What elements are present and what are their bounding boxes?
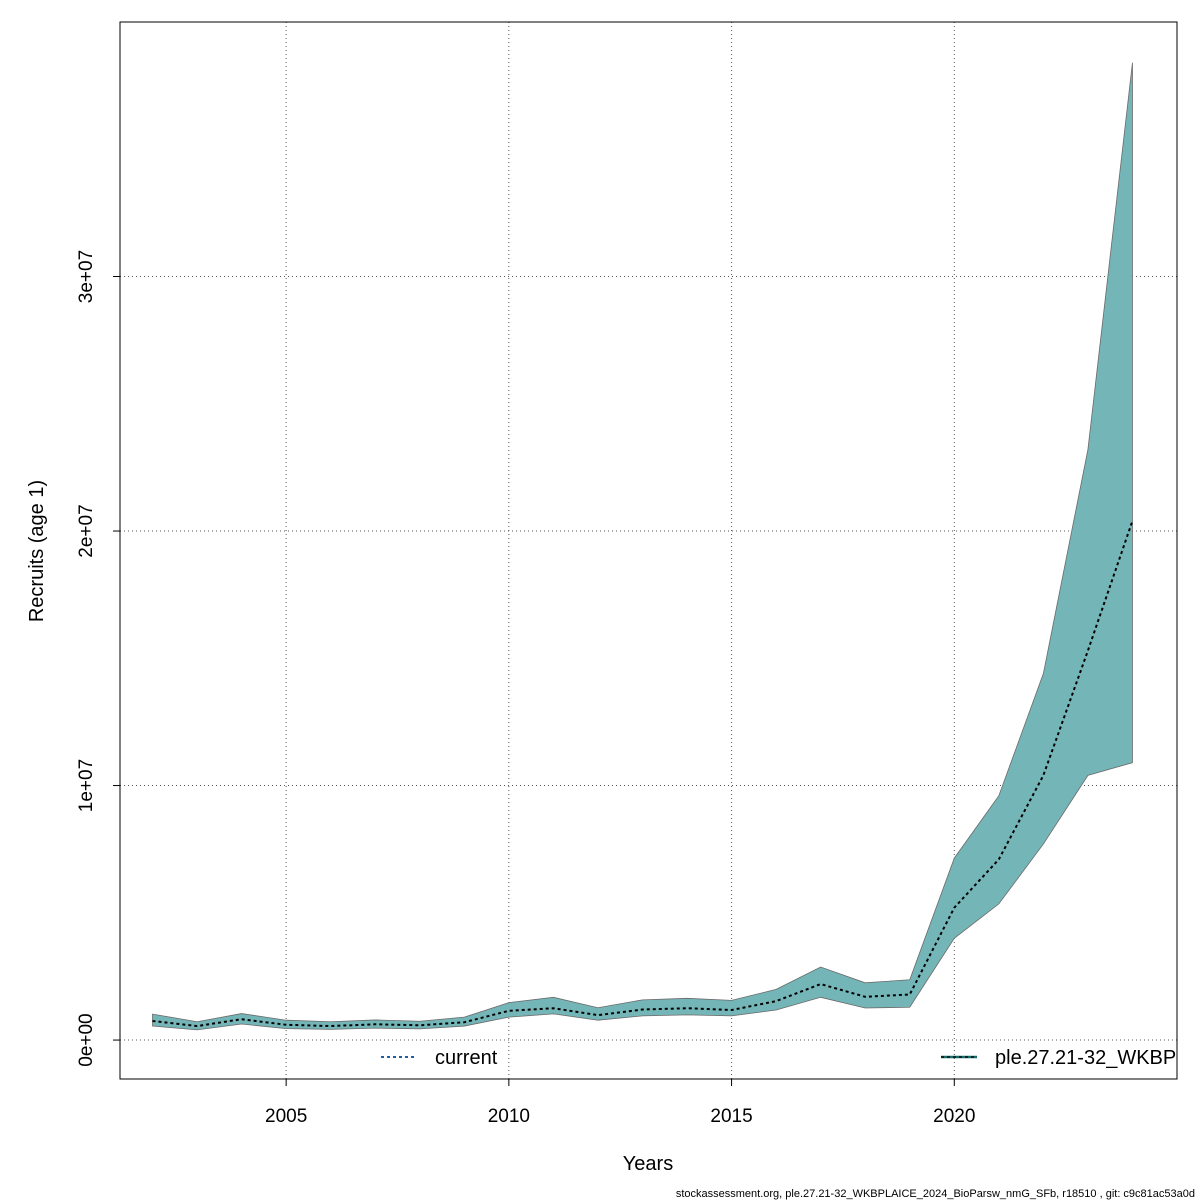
footer-credit: stockassessment.org, ple.27.21-32_WKBPLA… [676,1188,1195,1200]
x-tick-label: 2010 [488,1106,530,1127]
confidence-band [152,62,1133,1031]
y-tick-label: 2e+07 [76,504,97,557]
plot-frame [119,21,1178,1080]
legend-label-wkbp: ple.27.21-32_WKBP [995,1047,1176,1069]
x-axis-title: Years [623,1153,673,1175]
y-tick-label: 3e+07 [76,250,97,303]
series-line [152,520,1134,1028]
y-axis: 0e+00 1e+07 2e+07 3e+07 [76,250,120,1067]
grid [120,22,1177,1079]
x-axis: 2005 2010 2015 2020 [265,1079,975,1127]
legend: current ple.27.21-32_WKBP [381,1047,1176,1069]
y-tick-label: 1e+07 [76,759,97,812]
x-tick-label: 2020 [933,1106,975,1127]
legend-label-current: current [435,1047,498,1069]
y-axis-title: Recruits (age 1) [26,480,48,622]
y-tick-label: 0e+00 [76,1013,97,1066]
x-tick-label: 2015 [710,1106,752,1127]
confidence-band-layer [152,62,1133,1031]
series-line-layer [152,520,1134,1028]
x-tick-label: 2005 [265,1106,307,1127]
